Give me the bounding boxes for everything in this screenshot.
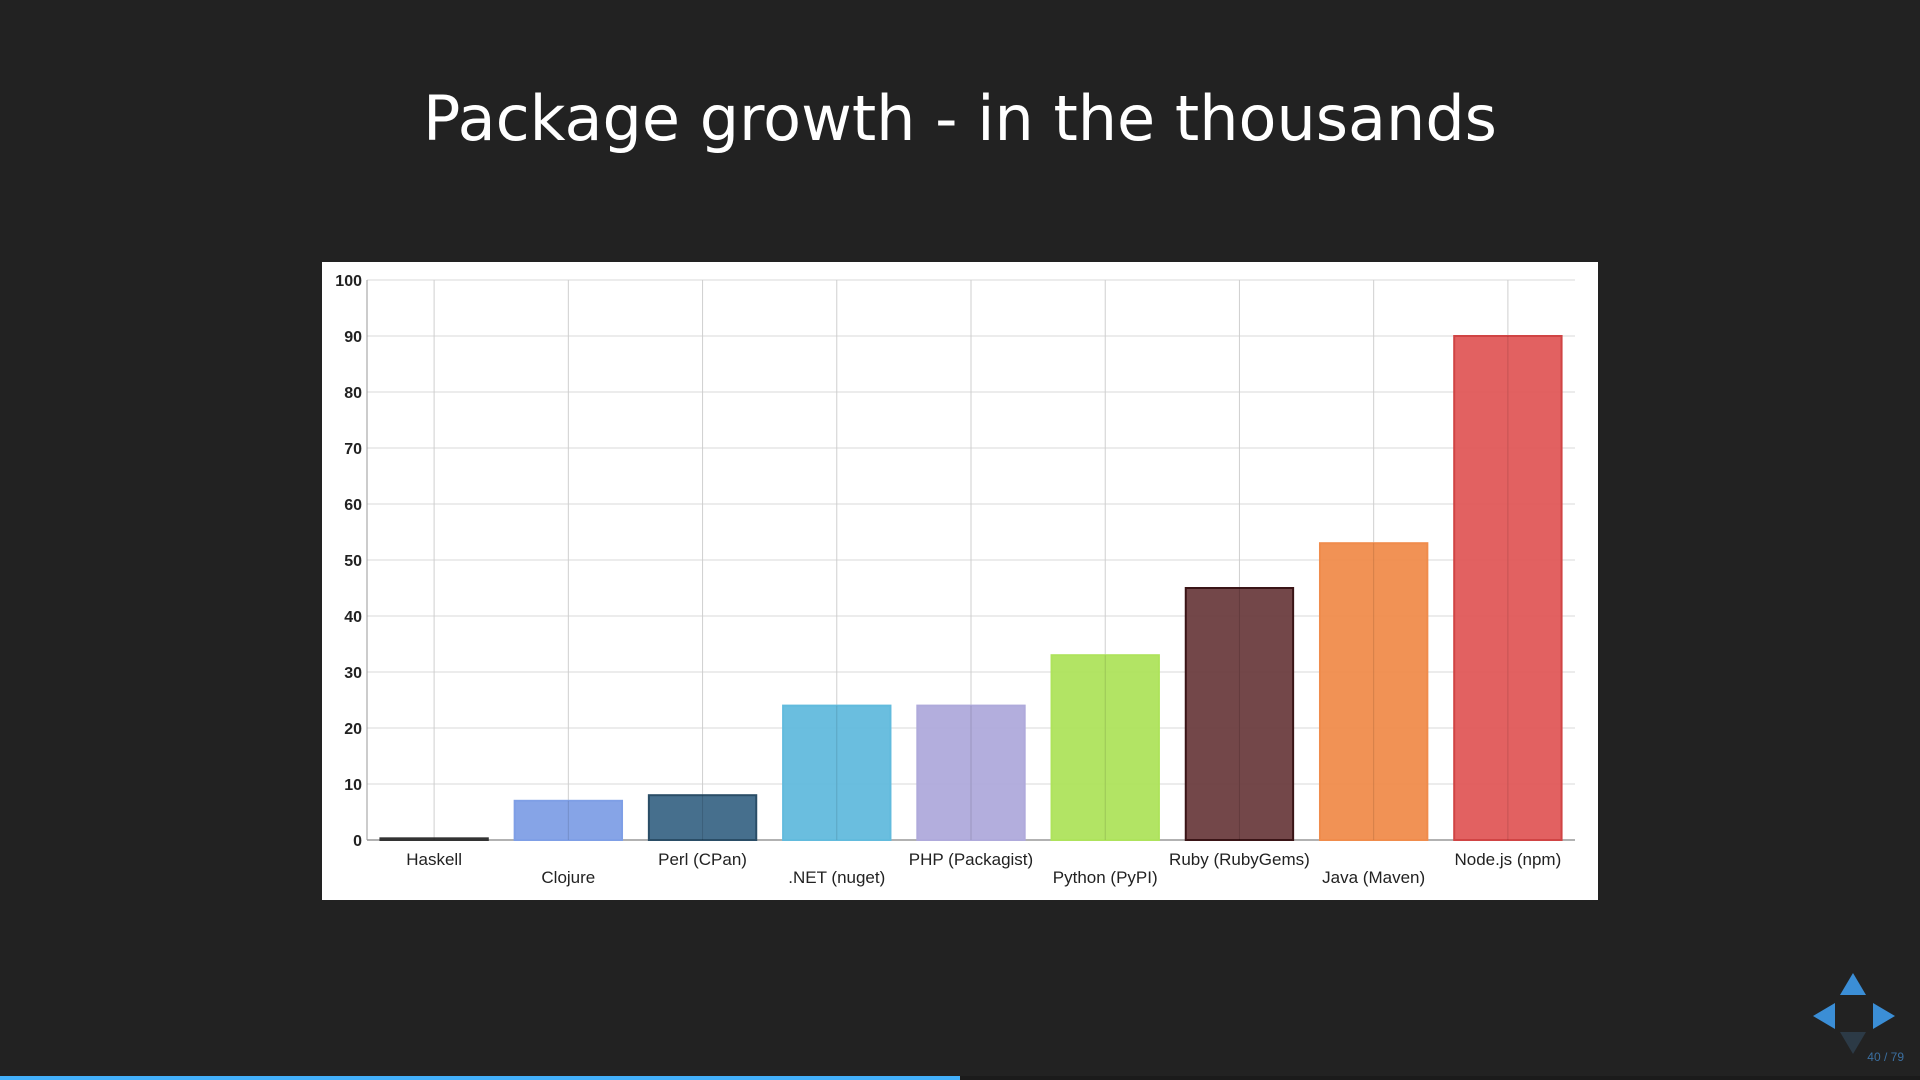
- y-tick-label: 100: [335, 273, 362, 290]
- y-tick-label: 20: [344, 721, 362, 738]
- arrow-up-icon[interactable]: [1840, 973, 1866, 995]
- x-category-label: PHP (Packagist): [909, 850, 1033, 869]
- progress-bar: [0, 1076, 1920, 1080]
- x-category-label: Clojure: [541, 868, 595, 887]
- arrow-right-icon[interactable]: [1873, 1003, 1895, 1029]
- navigation-controls: [1808, 968, 1898, 1058]
- y-tick-label: 50: [344, 553, 362, 570]
- y-tick-label: 90: [344, 329, 362, 346]
- y-tick-label: 80: [344, 385, 362, 402]
- progress-bar-fill: [0, 1076, 960, 1080]
- x-category-label: Node.js (npm): [1455, 850, 1562, 869]
- y-tick-label: 70: [344, 441, 362, 458]
- x-category-label: Java (Maven): [1322, 868, 1425, 887]
- bar-php-packagist: [916, 704, 1026, 841]
- bar-clojure: [513, 799, 624, 841]
- x-category-label: Perl (CPan): [658, 850, 747, 869]
- slide-title: Package growth - in the thousands: [423, 82, 1497, 155]
- bar-perl-cpan: [647, 794, 758, 842]
- x-category-label: .NET (nuget): [788, 868, 885, 887]
- arrow-down-icon[interactable]: [1840, 1032, 1866, 1054]
- arrow-left-icon[interactable]: [1813, 1003, 1835, 1029]
- bar-java-maven: [1318, 542, 1429, 841]
- x-category-label: Haskell: [406, 850, 462, 869]
- bar-node-js-npm: [1453, 335, 1563, 841]
- y-tick-label: 10: [344, 777, 362, 794]
- y-tick-label: 60: [344, 497, 362, 514]
- y-tick-label: 0: [353, 833, 362, 850]
- y-tick-label: 30: [344, 665, 362, 682]
- bar-chart: 0 10 20 30 40 50 60 70 80 90 100 Haskell Clojure Perl…: [322, 262, 1598, 900]
- y-tick-label: 40: [344, 609, 362, 626]
- x-category-label: Python (PyPI): [1053, 868, 1158, 887]
- slide-number: 40 / 79: [1867, 1050, 1904, 1064]
- x-category-label: Ruby (RubyGems): [1169, 850, 1310, 869]
- bar-net-nuget: [782, 704, 892, 841]
- bar-chart-svg: 0 10 20 30 40 50 60 70 80 90 100 Haskell Clojure Perl…: [335, 273, 1575, 887]
- bar-haskell: [379, 837, 489, 842]
- bar-ruby-rubygems: [1184, 587, 1295, 841]
- bar-python-pypi: [1050, 654, 1160, 842]
